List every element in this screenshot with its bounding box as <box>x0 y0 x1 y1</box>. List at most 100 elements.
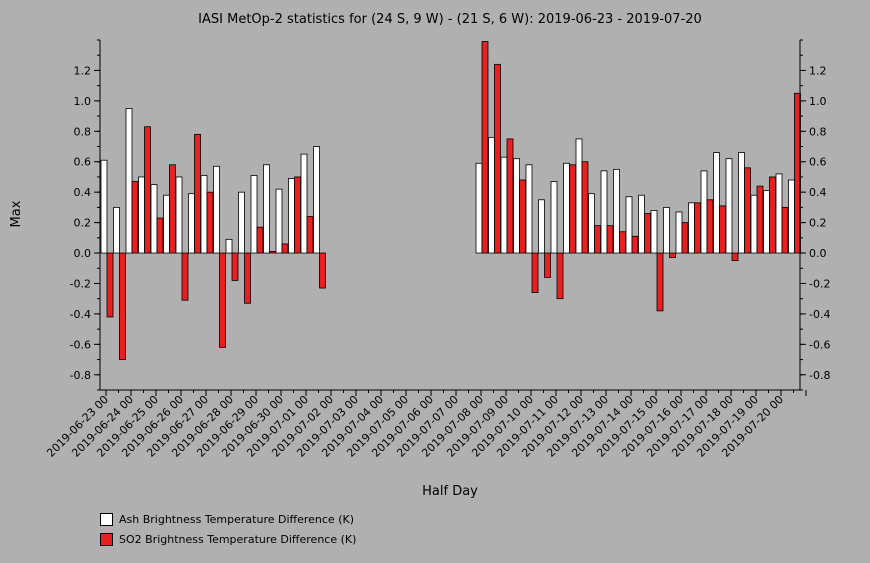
ash-bar <box>588 193 595 254</box>
ash-bar <box>788 179 795 254</box>
so2-bar <box>781 206 789 254</box>
ash-bar <box>113 206 120 254</box>
so2-bar <box>631 235 639 254</box>
ash-bar <box>563 162 570 254</box>
so2-bar <box>681 222 689 254</box>
ash-bar <box>538 199 545 254</box>
legend-swatch-so2 <box>100 533 113 546</box>
y-tick-label-right: 0.2 <box>809 217 827 230</box>
ash-bar <box>275 188 283 254</box>
so2-bar <box>644 213 651 254</box>
so2-bar <box>731 252 739 262</box>
ash-bar <box>300 153 308 254</box>
so2-bar <box>256 226 264 254</box>
ash-bar <box>513 158 520 254</box>
y-tick-label: 1.0 <box>74 95 92 108</box>
so2-bar <box>144 126 151 254</box>
ash-bar <box>700 170 708 254</box>
so2-bar <box>656 252 664 312</box>
so2-bar <box>206 191 214 254</box>
so2-bar <box>706 199 714 254</box>
ash-bar <box>213 165 220 254</box>
ash-bar <box>625 196 633 254</box>
ash-bar <box>775 173 783 254</box>
so2-bar <box>519 179 526 254</box>
ash-bar <box>575 138 583 254</box>
so2-bar <box>119 252 126 360</box>
ash-bar <box>613 168 620 254</box>
so2-bar <box>506 138 514 254</box>
so2-bar <box>569 164 576 254</box>
ash-bar <box>600 170 608 254</box>
ash-bar <box>188 193 195 254</box>
so2-bar <box>294 176 301 254</box>
y-tick-label-right: 1.2 <box>809 64 827 77</box>
chart-title: IASI MetOp-2 statistics for (24 S, 9 W) … <box>198 12 702 27</box>
y-tick-label-right: 0.8 <box>809 125 827 138</box>
ash-bar <box>263 164 270 254</box>
y-tick-label-right: -0.8 <box>809 369 830 382</box>
ash-bar <box>475 162 483 254</box>
legend-swatch-ash <box>100 513 113 526</box>
y-tick-label-right: -0.4 <box>809 308 830 321</box>
ash-bar <box>525 164 533 254</box>
y-tick-label-right: 0.4 <box>809 186 827 199</box>
so2-bar <box>594 225 601 254</box>
ash-bar <box>200 175 208 254</box>
y-tick-label: -0.4 <box>70 308 91 321</box>
ash-bar <box>225 238 233 254</box>
y-axis-label: Max <box>9 200 24 227</box>
ash-bar <box>688 202 695 254</box>
so2-bar <box>169 164 176 254</box>
so2-bar <box>694 202 701 254</box>
y-tick-label: 1.2 <box>74 64 92 77</box>
ash-bar <box>163 194 170 254</box>
ash-bar <box>750 194 758 254</box>
y-tick-label: -0.2 <box>70 277 91 290</box>
so2-bar <box>219 252 226 348</box>
so2-bar <box>606 225 614 254</box>
so2-bar <box>194 133 201 254</box>
so2-bar <box>769 176 776 254</box>
y-tick-label-right: -0.2 <box>809 277 830 290</box>
y-tick-label-right: 0.0 <box>809 247 827 260</box>
legend-label-ash: Ash Brightness Temperature Difference (K… <box>119 513 354 526</box>
so2-bar <box>619 231 626 254</box>
legend-label-so2: SO2 Brightness Temperature Difference (K… <box>119 533 357 546</box>
so2-bar <box>181 252 189 301</box>
y-tick-label-right: -0.6 <box>809 338 830 351</box>
y-tick-label-right: 1.0 <box>809 95 827 108</box>
so2-bar <box>269 251 276 254</box>
ash-bar <box>125 108 133 254</box>
so2-bar <box>581 161 589 254</box>
so2-bar <box>531 252 539 294</box>
ash-bar <box>150 184 158 254</box>
y-tick-label: 0.2 <box>74 217 92 230</box>
y-tick-label-right: 0.6 <box>809 156 827 169</box>
so2-bar <box>481 41 489 254</box>
so2-bar <box>556 252 564 300</box>
y-tick-label: -0.8 <box>70 369 91 382</box>
bars-group <box>100 41 801 360</box>
y-tick-label: 0.6 <box>74 156 92 169</box>
ash-bar <box>638 194 645 254</box>
y-tick-label: 0.8 <box>74 125 92 138</box>
ash-bar <box>500 156 508 254</box>
legend-item-so2: SO2 Brightness Temperature Difference (K… <box>100 533 356 546</box>
ash-bar <box>725 158 733 254</box>
so2-bar <box>494 63 501 254</box>
so2-bar <box>719 205 726 254</box>
y-tick-label: 0.4 <box>74 186 92 199</box>
ash-bar <box>488 136 495 254</box>
ash-bar <box>175 176 183 254</box>
ash-bar <box>238 191 245 254</box>
so2-bar <box>281 243 289 254</box>
so2-bar <box>231 252 239 281</box>
ash-bar <box>675 211 683 254</box>
ash-bar <box>663 206 670 254</box>
so2-bar <box>669 252 676 259</box>
legend-item-ash: Ash Brightness Temperature Difference (K… <box>100 513 354 526</box>
so2-bar <box>319 252 326 289</box>
ash-bar <box>550 181 558 254</box>
